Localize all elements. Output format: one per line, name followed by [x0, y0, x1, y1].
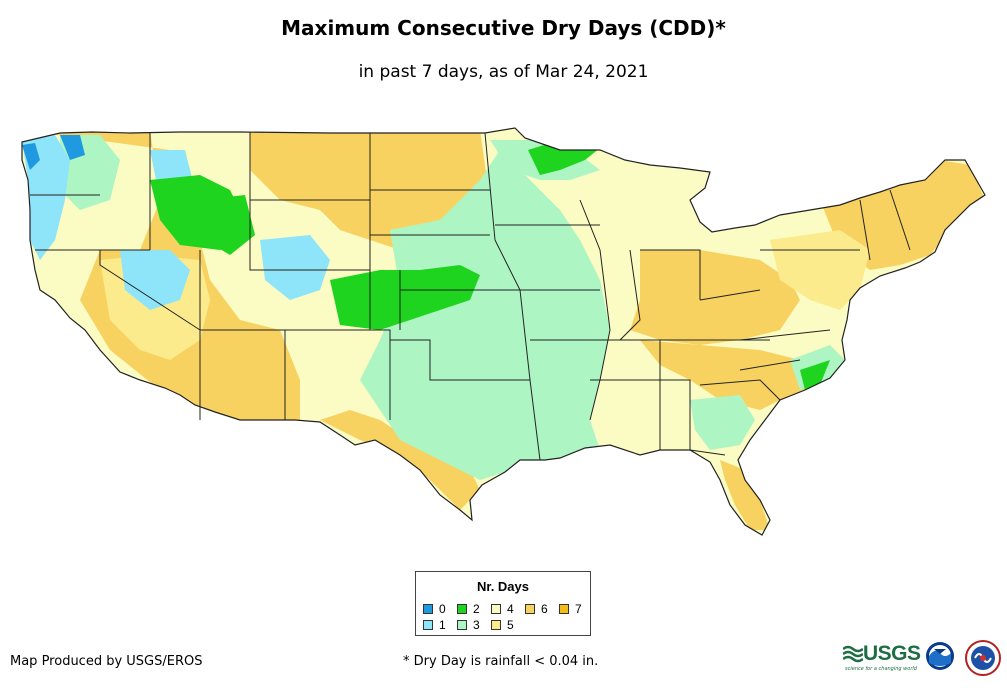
legend-item-6: 6: [525, 601, 548, 616]
legend-swatch: [491, 619, 501, 630]
map-credit: Map Produced by USGS/EROS: [10, 654, 203, 669]
legend-swatch: [457, 619, 467, 630]
legend-item-2: 2: [457, 601, 480, 616]
legend-label: 2: [473, 601, 480, 616]
region-6day-texas: [320, 410, 480, 510]
legend-label: 1: [439, 617, 446, 632]
region-3day-georgia: [690, 395, 755, 450]
legend-label: 4: [507, 601, 514, 616]
legend-label: 5: [507, 617, 514, 632]
legend-label: 7: [575, 601, 582, 616]
nws-logo-icon: [965, 640, 1001, 676]
map-title: Maximum Consecutive Dry Days (CDD)*: [281, 16, 726, 40]
noaa-logo-icon: [926, 642, 954, 670]
legend-swatch: [525, 603, 535, 614]
legend-item-3: 3: [457, 617, 480, 632]
usgs-tagline: science for a changing world: [845, 666, 917, 672]
legend-item-7: 7: [559, 601, 582, 616]
usgs-wave-icon: [843, 645, 863, 663]
legend-title: Nr. Days: [476, 579, 530, 594]
legend-label: 0: [439, 601, 446, 616]
region-6day-northeast: [820, 160, 985, 270]
legend-swatch: [559, 603, 569, 614]
legend-label: 3: [473, 617, 480, 632]
region-1day-colorado: [260, 235, 330, 300]
legend-swatch: [457, 603, 467, 614]
region-2day-wyoming: [200, 195, 255, 255]
usgs-wordmark: USGS: [863, 642, 921, 665]
legend-swatch: [491, 603, 501, 614]
legend-item-4: 4: [491, 601, 514, 616]
region-6day-florida: [720, 460, 770, 530]
region-0day-cascades: [60, 135, 85, 160]
region-1day-northwest-coast: [22, 135, 70, 260]
region-6day-southeast: [640, 340, 830, 410]
legend-swatch: [423, 619, 433, 630]
legend-item-1: 1: [423, 617, 446, 632]
legend: Nr. Days 0 2 4 6 7 1 3 5: [415, 571, 591, 636]
region-2day-nc-coast: [800, 360, 830, 390]
legend-item-0: 0: [423, 601, 446, 616]
region-3day-central: [360, 150, 610, 480]
legend-swatch: [423, 603, 433, 614]
usgs-logo: USGS science for a changing world: [843, 642, 921, 672]
cdd-map: [21, 127, 986, 536]
region-1day-utah: [120, 250, 190, 310]
legend-label: 6: [541, 601, 548, 616]
map-subtitle: in past 7 days, as of Mar 24, 2021: [358, 62, 649, 82]
legend-item-5: 5: [491, 617, 514, 632]
region-0day-washington: [22, 143, 40, 170]
dry-day-footnote: * Dry Day is rainfall < 0.04 in.: [403, 654, 599, 669]
region-2day-plains: [330, 265, 480, 330]
state-boundaries: [30, 132, 911, 461]
